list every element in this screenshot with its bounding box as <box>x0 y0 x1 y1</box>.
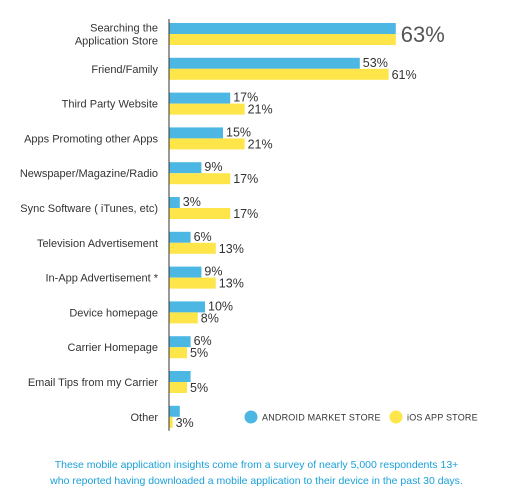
android-value-label-8: 10% <box>208 299 233 313</box>
ios-bar-1 <box>169 68 389 80</box>
android-value-label-3: 15% <box>226 125 251 139</box>
android-bar-7 <box>169 266 202 278</box>
category-label-10: Email Tips from my Carrier <box>28 377 159 389</box>
android-bar-2 <box>169 92 231 104</box>
android-bar-8 <box>169 301 205 313</box>
android-bar-5 <box>169 197 180 208</box>
ios-value-label-5: 17% <box>233 207 258 221</box>
ios-value-label-2: 21% <box>248 103 273 117</box>
survey-footnote: These mobile application insights come f… <box>0 457 513 489</box>
combined-value-label-0: 63% <box>401 22 445 47</box>
legend-android-swatch <box>244 410 258 424</box>
footnote-line-1: These mobile application insights come f… <box>54 459 459 471</box>
category-label-4: Newspaper/Magazine/Radio <box>20 168 158 180</box>
ios-bar-6 <box>169 242 216 254</box>
category-label-7: In-App Advertisement * <box>45 273 158 285</box>
ios-value-label-11: 3% <box>176 416 194 430</box>
android-value-label-7: 9% <box>204 265 222 279</box>
category-label-11: Other <box>130 412 158 424</box>
category-label-3: Apps Promoting other Apps <box>24 133 158 145</box>
android-value-label-5: 3% <box>183 195 201 209</box>
android-value-label-9: 6% <box>194 334 212 348</box>
android-bar-3 <box>169 127 223 139</box>
category-label-5: Sync Software ( iTunes, etc) <box>20 203 158 215</box>
category-label-6: Television Advertisement <box>37 238 158 250</box>
footnote-line-2: who reported having downloaded a mobile … <box>50 475 463 487</box>
ios-value-label-4: 17% <box>233 172 258 186</box>
android-bar-9 <box>169 336 191 348</box>
android-value-label-4: 9% <box>204 160 222 174</box>
ios-value-label-10: 5% <box>190 381 208 395</box>
ios-bar-8 <box>169 312 198 324</box>
ios-bar-9 <box>169 347 187 359</box>
android-value-label-6: 6% <box>194 230 212 244</box>
legend-android-label: ANDROID MARKET STORE <box>262 413 381 423</box>
ios-value-label-9: 5% <box>190 346 208 360</box>
legend-ios-label: iOS APP STORE <box>407 413 478 423</box>
ios-value-label-8: 8% <box>201 311 219 325</box>
ios-bar-4 <box>169 173 231 185</box>
ios-bar-5 <box>169 208 231 219</box>
android-bar-6 <box>169 231 191 243</box>
android-bar-4 <box>169 162 202 174</box>
legend-ios-swatch <box>389 410 403 424</box>
category-label-1: Friend/Family <box>91 64 158 76</box>
ios-value-label-1: 61% <box>392 68 417 82</box>
category-label-0-line-1: Application Store <box>75 36 158 48</box>
android-bar-10 <box>169 371 191 382</box>
android-bar-1 <box>169 57 360 69</box>
category-label-8: Device homepage <box>69 307 158 319</box>
ios-bar-3 <box>169 138 245 150</box>
ios-value-label-7: 13% <box>219 277 244 291</box>
android-value-label-1: 53% <box>363 56 388 70</box>
category-label-9: Carrier Homepage <box>68 342 158 354</box>
ios-value-label-6: 13% <box>219 242 244 256</box>
ios-bar-7 <box>169 277 216 289</box>
ios-value-label-3: 21% <box>248 137 273 151</box>
android-bar-0 <box>169 23 396 34</box>
ios-bar-0 <box>169 34 396 45</box>
category-label-0-line-0: Searching the <box>90 23 158 35</box>
ios-bar-2 <box>169 103 245 115</box>
ios-bar-10 <box>169 382 187 393</box>
category-label-2: Third Party Website <box>62 99 158 111</box>
ios-bar-11 <box>169 416 173 428</box>
android-value-label-2: 17% <box>233 91 258 105</box>
android-bar-11 <box>169 405 180 417</box>
